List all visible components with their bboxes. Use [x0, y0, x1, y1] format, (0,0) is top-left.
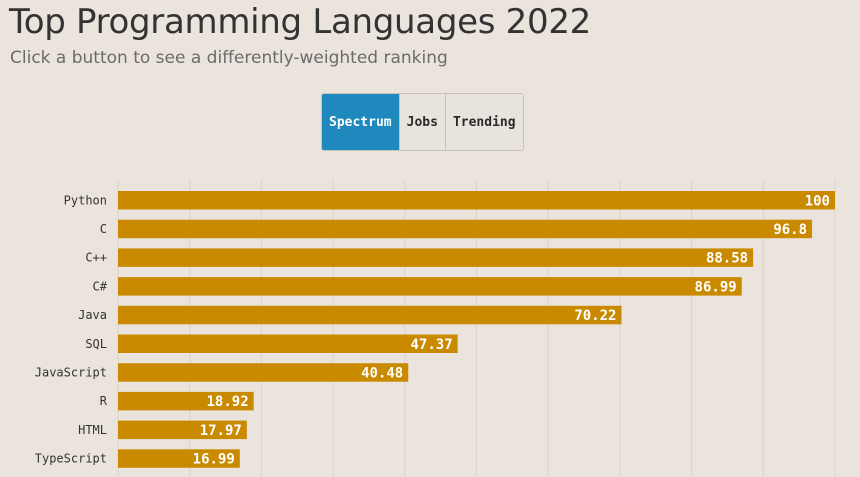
bar[interactable]	[118, 420, 247, 440]
bar[interactable]	[118, 449, 240, 468]
value-label: 88.58	[706, 251, 748, 267]
value-label: 70.22	[574, 308, 616, 324]
page-title: Top Programming Languages 2022	[9, 2, 591, 42]
value-label: 17.97	[200, 423, 242, 439]
category-label: C#	[93, 279, 108, 293]
category-label: HTML	[78, 423, 107, 437]
bar[interactable]	[118, 191, 835, 210]
value-label: 47.37	[410, 337, 452, 353]
value-label: 86.99	[695, 279, 737, 295]
trending-button[interactable]: Trending	[445, 94, 523, 150]
bar[interactable]	[118, 219, 813, 239]
bar[interactable]	[118, 248, 754, 267]
bar[interactable]	[118, 305, 622, 325]
bar[interactable]	[118, 277, 742, 296]
category-label: C++	[85, 251, 107, 265]
value-label: 100	[805, 193, 830, 209]
bar[interactable]	[118, 391, 254, 411]
category-label: SQL	[85, 337, 107, 351]
category-label: JavaScript	[35, 365, 107, 379]
category-label: Python	[64, 193, 107, 207]
value-label: 96.8	[773, 222, 807, 238]
category-label: C	[100, 222, 107, 236]
value-label: 16.99	[193, 452, 235, 468]
bar[interactable]	[118, 363, 409, 382]
value-label: 40.48	[361, 365, 403, 381]
ranking-toggle-group: Spectrum Jobs Trending	[321, 93, 524, 151]
category-label: TypeScript	[35, 452, 107, 466]
bar[interactable]	[118, 334, 458, 354]
page-subtitle: Click a button to see a differently-weig…	[10, 48, 448, 68]
category-label: Java	[78, 308, 107, 322]
spectrum-button[interactable]: Spectrum	[322, 94, 400, 150]
category-label: R	[100, 394, 108, 408]
value-label: 18.92	[207, 394, 249, 410]
jobs-button[interactable]: Jobs	[399, 94, 446, 150]
